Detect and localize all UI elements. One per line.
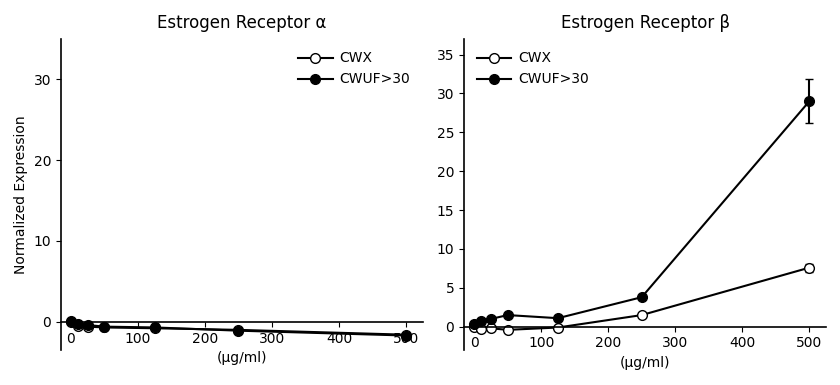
Title: Estrogen Receptor α: Estrogen Receptor α bbox=[157, 14, 327, 32]
Legend: CWX, CWUF>30: CWX, CWUF>30 bbox=[292, 46, 416, 92]
Legend: CWX, CWUF>30: CWX, CWUF>30 bbox=[471, 46, 595, 92]
X-axis label: (μg/ml): (μg/ml) bbox=[620, 356, 670, 370]
X-axis label: (μg/ml): (μg/ml) bbox=[217, 351, 267, 365]
Title: Estrogen Receptor β: Estrogen Receptor β bbox=[560, 14, 730, 32]
Y-axis label: Normalized Expression: Normalized Expression bbox=[14, 115, 28, 274]
